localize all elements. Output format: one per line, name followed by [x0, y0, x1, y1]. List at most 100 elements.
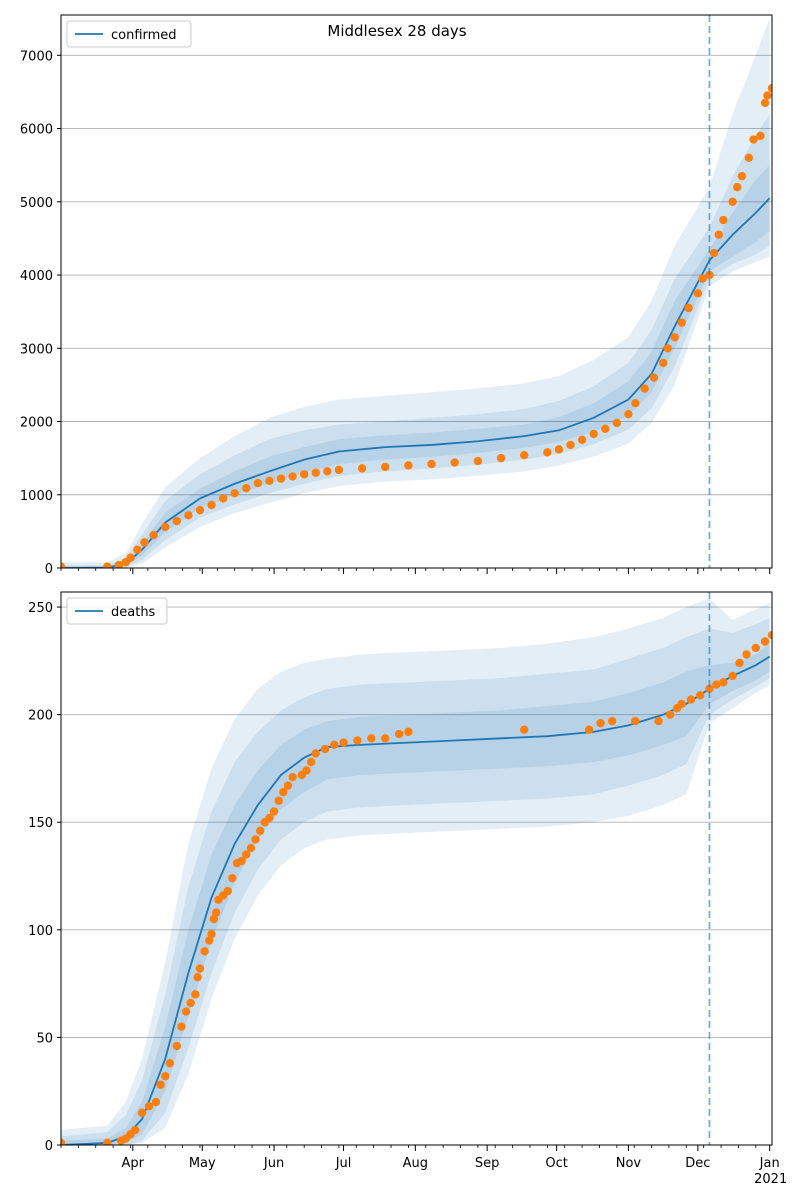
x-tick-label: Jun: [263, 1156, 284, 1171]
observed-point: [658, 358, 668, 368]
confirmed-panel: 0 1000 2000 3000 4000 5000 6000 7000 confirmed: [20, 14, 773, 577]
observed-point: [339, 738, 348, 747]
observed-point: [288, 472, 297, 481]
observed-point: [205, 936, 214, 945]
observed-point: [496, 453, 506, 463]
y-tick-label: 4000: [20, 269, 53, 284]
observed-point: [302, 766, 311, 775]
legend: deaths: [66, 597, 168, 625]
figure-title: Middlesex 28 days: [327, 22, 466, 40]
observed-point: [728, 197, 737, 206]
y-tick-label: 6000: [20, 123, 53, 138]
observed-point: [223, 886, 232, 896]
observed-point: [140, 538, 149, 547]
y-tick-label: 0: [45, 1139, 53, 1154]
observed-point: [207, 500, 216, 510]
axes-frame: [60, 591, 773, 1146]
observed-point: [184, 511, 193, 520]
observed-point: [584, 725, 594, 734]
observed-point: [218, 494, 228, 503]
observed-point: [696, 691, 705, 700]
x-tick-label: Dec: [685, 1156, 710, 1171]
observed-point: [381, 462, 390, 472]
observed-point: [519, 725, 529, 734]
observed-point: [265, 813, 274, 823]
observed-point: [677, 699, 686, 709]
plot-area: [61, 18, 772, 568]
observed-point: [763, 91, 772, 100]
observed-point: [742, 650, 751, 659]
observed-point: [276, 474, 286, 483]
observed-point: [693, 289, 703, 298]
observed-point: [330, 740, 339, 749]
observed-point: [767, 84, 772, 93]
observed-point: [242, 850, 251, 859]
observed-point: [712, 680, 721, 689]
observed-point: [172, 1041, 181, 1051]
observed-point: [596, 719, 605, 728]
observed-point: [760, 637, 770, 646]
observed-point: [311, 749, 320, 758]
y-tick-label: 50: [36, 1031, 53, 1046]
x-tick-label: Nov: [616, 1156, 642, 1171]
observed-point: [735, 658, 744, 668]
x-tick-label: May: [189, 1156, 216, 1171]
observed-point: [663, 344, 672, 353]
observed-point: [714, 230, 723, 239]
observed-point: [151, 1097, 161, 1107]
model-line: [61, 197, 771, 568]
observed-point: [744, 153, 754, 163]
observed-point: [357, 464, 367, 473]
observed-point: [404, 461, 413, 470]
y-tick-label: 150: [28, 816, 53, 831]
legend-box: [66, 20, 192, 48]
observed-point: [607, 716, 617, 726]
legend-label: confirmed: [111, 28, 177, 43]
axes-frame: [60, 14, 773, 569]
observed-point: [705, 270, 714, 280]
plot-area: [61, 598, 772, 1145]
observed-point: [684, 303, 693, 313]
y-tick-label: 0: [45, 562, 53, 577]
legend-box: [66, 597, 168, 625]
observed-point: [114, 560, 124, 568]
observed-point: [756, 131, 765, 141]
observed-point: [177, 1022, 186, 1031]
observed-point: [709, 248, 719, 258]
model-line: [61, 655, 771, 1145]
observed-point: [719, 678, 728, 687]
observed-point: [334, 465, 344, 475]
observed-point: [186, 998, 195, 1008]
observed-point: [631, 716, 640, 726]
observed-point: [161, 1071, 170, 1081]
observed-point: [195, 505, 205, 515]
x-tick-label: Jan: [759, 1156, 780, 1171]
observed-point: [760, 98, 770, 108]
observed-point: [311, 468, 320, 477]
y-tick-label: 5000: [20, 196, 53, 211]
observed-point: [172, 516, 181, 526]
observed-point: [133, 545, 142, 554]
observed-point: [450, 458, 459, 467]
observed-point: [251, 835, 260, 844]
x-tick-label: Sep: [475, 1156, 500, 1171]
observed-point: [737, 171, 747, 181]
observed-point: [253, 478, 263, 488]
observed-point: [640, 384, 649, 393]
observed-point: [211, 908, 221, 917]
y-tick-label: 100: [28, 924, 53, 939]
observed-point: [367, 734, 376, 743]
observed-point: [193, 972, 202, 982]
observed-point: [265, 476, 274, 486]
x-tick-label: Apr: [122, 1156, 145, 1171]
observed-point: [181, 1007, 191, 1016]
observed-point: [209, 914, 219, 924]
x-tick-label: Aug: [403, 1156, 428, 1171]
observed-point: [566, 440, 575, 450]
observed-point: [554, 445, 564, 454]
observed-point: [61, 1138, 66, 1145]
observed-point: [61, 562, 66, 568]
band-outer-band: [61, 18, 770, 568]
observed-point: [649, 373, 659, 382]
legend-label: deaths: [111, 605, 156, 620]
